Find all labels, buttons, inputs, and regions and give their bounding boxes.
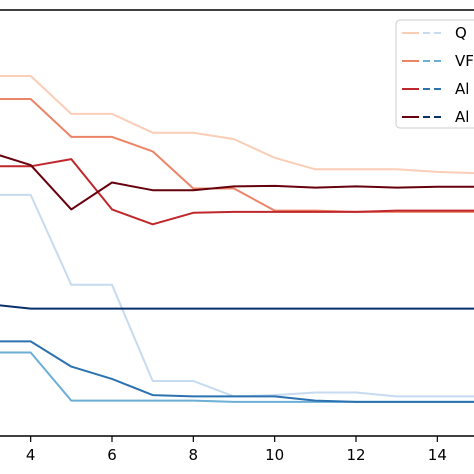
axes-layer: 4 6 8 10 12 14 [0,9,474,464]
legend: Q VF Al Al [395,19,474,129]
legend-label: Q [455,24,467,42]
x-tick-label: 8 [189,446,199,464]
series-line-4 [0,154,474,211]
series-line-3 [0,158,474,226]
series-line-8 [0,304,474,310]
x-tick-label: 12 [346,446,365,464]
legend-label: VF [455,52,474,70]
series-line-7 [0,340,474,403]
x-tick-label: 6 [107,446,117,464]
series-line-2 [0,98,474,213]
x-tick-label: 10 [265,446,284,464]
series-line-1 [0,75,474,175]
x-tick-label: 4 [26,446,36,464]
legend-frame [395,19,474,129]
legend-label: Al [455,108,469,126]
x-tick-label: 14 [428,446,447,464]
legend-label: Al [455,80,469,98]
series-layer [0,75,474,403]
